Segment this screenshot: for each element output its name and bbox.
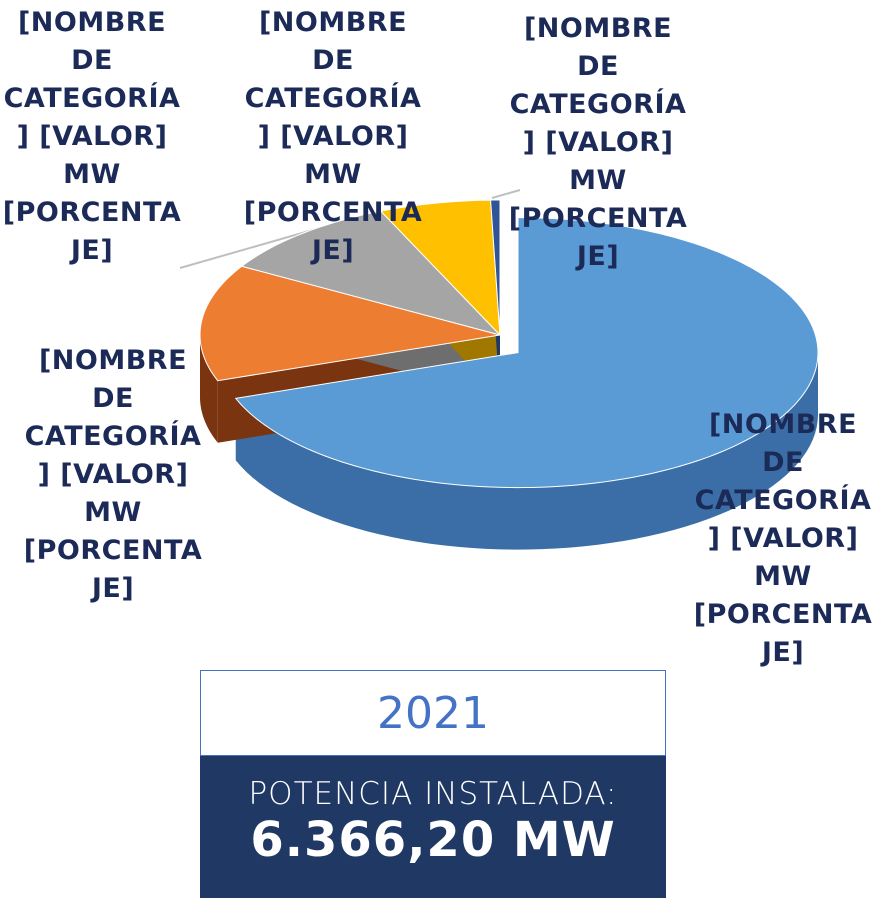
slice [199, 265, 501, 382]
slice [234, 217, 819, 489]
slice [379, 199, 501, 337]
data-label: [NOMBRE DE CATEGORÍA] [VALOR] MW [PORCEN… [508, 13, 688, 272]
leader-line [491, 189, 521, 199]
year-box: 2021 [200, 670, 666, 756]
total-label: POTENCIA INSTALADA: [248, 776, 618, 812]
total-value: 6.366,20 MW [250, 812, 616, 868]
slice-side [235, 352, 818, 550]
total-box: POTENCIA INSTALADA: 6.366,20 MW [200, 756, 666, 898]
data-label: [NOMBRE DE CATEGORÍA] [VALOR] MW [PORCEN… [243, 7, 423, 266]
slice-side [200, 335, 218, 443]
data-label: [NOMBRE DE CATEGORÍA] [VALOR] MW [PORCEN… [2, 7, 182, 266]
slice [490, 199, 501, 336]
pie [199, 199, 819, 550]
data-label: [NOMBRE DE CATEGORÍA] [VALOR] MW [PORCEN… [693, 409, 873, 668]
year: 2021 [377, 687, 489, 739]
data-label: [NOMBRE DE CATEGORÍA] [VALOR] MW [PORCEN… [23, 345, 203, 604]
slice [240, 210, 502, 336]
